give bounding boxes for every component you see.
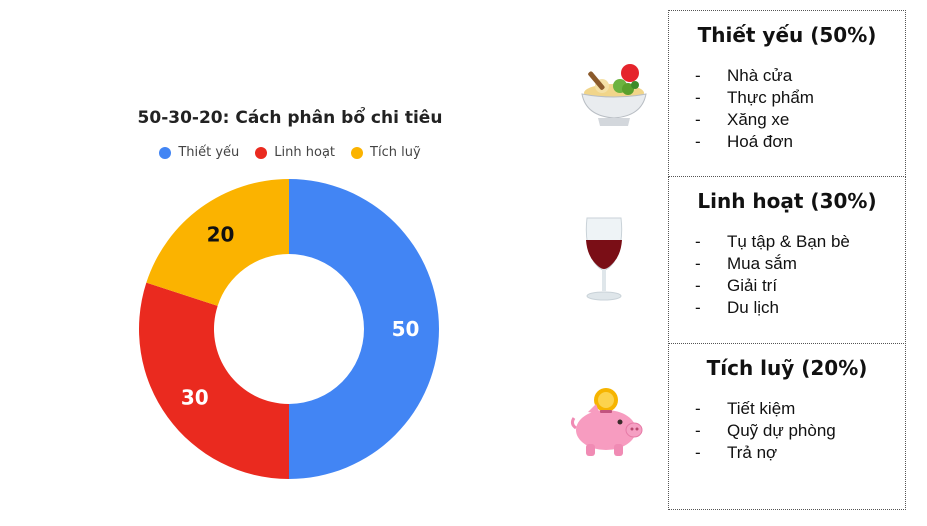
list-item-text: Thực phẩm bbox=[727, 88, 814, 107]
list-dash: - bbox=[695, 132, 701, 151]
list-item: - Du lịch bbox=[695, 297, 905, 319]
list-dash: - bbox=[695, 276, 701, 295]
list-item: - Quỹ dự phòng bbox=[695, 420, 905, 442]
piggy-bank-icon bbox=[570, 388, 643, 456]
donut-slice bbox=[138, 282, 289, 479]
chart-legend: Thiết yếu Linh hoạt Tích luỹ bbox=[120, 145, 460, 160]
legend-label: Tích luỹ bbox=[370, 145, 421, 160]
legend-item-tich-luy: Tích luỹ bbox=[351, 145, 421, 160]
list-item: - Trả nợ bbox=[695, 442, 905, 464]
legend-swatch-icon bbox=[159, 146, 172, 159]
list-dash: - bbox=[695, 88, 701, 107]
panel-list: - Tụ tập & Bạn bè - Mua sắm - Giải trí - Du … bbox=[695, 231, 905, 319]
list-dash: - bbox=[695, 66, 701, 85]
legend-swatch-icon bbox=[351, 146, 364, 159]
panel-title: Linh hoạt (30%) bbox=[697, 189, 877, 213]
list-item: - Giải trí bbox=[695, 275, 905, 297]
panel-linh-hoat: Linh hoạt (30%) - Tụ tập & Bạn bè - Mua sắ… bbox=[668, 176, 906, 344]
list-dash: - bbox=[695, 421, 701, 440]
list-item: - Tiết kiệm bbox=[695, 398, 905, 420]
list-item-text: Quỹ dự phòng bbox=[727, 421, 836, 440]
list-item-text: Tiết kiệm bbox=[727, 399, 796, 418]
slice-value-label: 50 bbox=[392, 317, 420, 341]
panel-title: Tích luỹ (20%) bbox=[706, 356, 868, 380]
list-dash: - bbox=[695, 110, 701, 129]
list-item: - Nhà cửa bbox=[695, 65, 905, 87]
donut-slice bbox=[146, 179, 289, 306]
list-item-text: Du lịch bbox=[727, 298, 779, 317]
list-dash: - bbox=[695, 232, 701, 251]
legend-label: Thiết yếu bbox=[178, 145, 240, 160]
panel-list: - Tiết kiệm - Quỹ dự phòng - Trả nợ bbox=[695, 398, 905, 464]
panel-tich-luy: Tích luỹ (20%) - Tiết kiệm - Quỹ dự phòng … bbox=[668, 343, 906, 510]
panel-title: Thiết yếu (50%) bbox=[697, 23, 877, 47]
list-item: - Hoá đơn bbox=[695, 131, 905, 153]
list-item-text: Trả nợ bbox=[727, 443, 778, 462]
list-item-text: Xăng xe bbox=[727, 110, 790, 129]
slice-value-label: 30 bbox=[181, 385, 209, 409]
panel-thiet-yeu: Thiết yếu (50%) - Nhà cửa - Thực phẩm - Xăn… bbox=[668, 10, 906, 177]
donut-slice bbox=[289, 179, 439, 479]
legend-item-thiet-yeu: Thiết yếu bbox=[159, 145, 239, 160]
list-dash: - bbox=[695, 399, 701, 418]
legend-item-linh-hoat: Linh hoạt bbox=[255, 145, 335, 160]
list-item-text: Giải trí bbox=[727, 276, 778, 295]
panel-list: - Nhà cửa - Thực phẩm - Xăng xe - Hoá đơn bbox=[695, 65, 905, 153]
list-dash: - bbox=[695, 254, 701, 273]
wine-glass-icon bbox=[585, 217, 623, 301]
list-item: - Thực phẩm bbox=[695, 87, 905, 109]
list-dash: - bbox=[695, 298, 701, 317]
list-dash: - bbox=[695, 443, 701, 462]
legend-label: Linh hoạt bbox=[274, 145, 336, 160]
list-item: - Mua sắm bbox=[695, 253, 905, 275]
salad-bowl-icon bbox=[581, 64, 647, 126]
slice-value-label: 20 bbox=[207, 223, 235, 247]
list-item-text: Mua sắm bbox=[727, 254, 797, 273]
donut-chart: 50 30 20 bbox=[138, 179, 439, 479]
list-item-text: Tụ tập & Bạn bè bbox=[727, 232, 850, 251]
list-item-text: Hoá đơn bbox=[727, 132, 793, 151]
list-item: - Xăng xe bbox=[695, 109, 905, 131]
legend-swatch-icon bbox=[255, 146, 268, 159]
list-item-text: Nhà cửa bbox=[727, 66, 793, 85]
list-item: - Tụ tập & Bạn bè bbox=[695, 231, 905, 253]
chart-title: 50-30-20: Cách phân bổ chi tiêu bbox=[137, 108, 443, 128]
